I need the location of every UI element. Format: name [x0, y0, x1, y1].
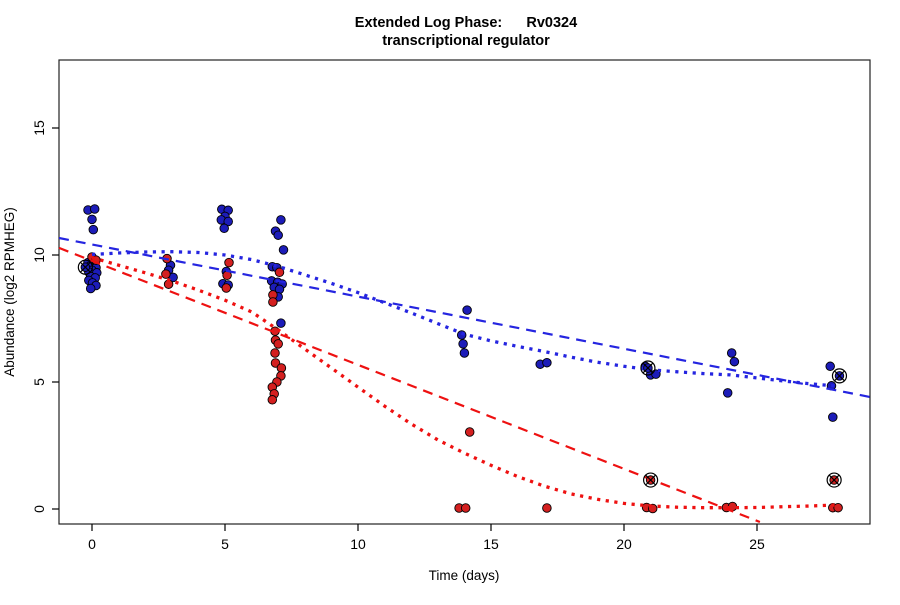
data-point-blue — [729, 356, 740, 367]
plot-box — [58, 59, 871, 525]
data-point-blue — [278, 245, 289, 255]
y-tick-label: 0 — [31, 505, 47, 513]
trend-red-dashed — [58, 246, 761, 524]
circled-x-marker-red-ring — [826, 472, 842, 488]
data-point-blue — [462, 305, 472, 315]
trend-red-dotted — [91, 255, 837, 510]
circled-x-marker-blue-x — [642, 362, 654, 374]
data-point-blue — [722, 388, 733, 398]
x-tick-label: 15 — [483, 536, 499, 552]
chart-title-line1: Extended Log Phase: Rv0324 — [355, 15, 577, 31]
x-tick-label: 10 — [350, 536, 366, 552]
data-point-blue — [89, 204, 100, 214]
data-point-red — [273, 339, 283, 349]
data-point-blue — [276, 215, 286, 225]
data-point-blue — [219, 223, 229, 234]
data-point-red — [833, 502, 843, 513]
data-point-blue — [828, 412, 838, 422]
data-point-red — [161, 269, 171, 279]
trend-blue-dotted — [91, 250, 837, 388]
y-tick-label: 10 — [31, 247, 47, 263]
data-point-blue — [87, 214, 97, 225]
circled-x-marker-blue-x — [79, 261, 91, 273]
x-tick-label: 25 — [749, 536, 765, 552]
data-point-red — [464, 427, 475, 437]
circled-x-marker-blue-ring — [831, 368, 848, 384]
x-tick-label: 5 — [221, 536, 229, 552]
circled-x-marker-blue-x — [834, 370, 845, 382]
x-tick-label: 0 — [88, 536, 96, 552]
circled-x-marker-blue-ring — [77, 259, 93, 275]
data-point-red — [460, 503, 471, 513]
data-point-blue — [825, 361, 835, 372]
data-point-blue — [542, 357, 552, 368]
data-point-red — [268, 297, 278, 307]
data-point-red — [270, 348, 280, 358]
data-point-red — [276, 363, 287, 373]
data-point-red — [221, 283, 232, 293]
data-point-red — [224, 257, 234, 268]
y-axis-label: Abundance (log2 RPMHEG) — [2, 207, 17, 377]
y-tick-label: 5 — [31, 378, 47, 386]
data-point-red — [267, 395, 278, 405]
circled-x-marker-blue-ring — [640, 360, 656, 376]
circled-x-marker-red-x — [645, 474, 656, 486]
x-tick-label: 20 — [616, 536, 632, 552]
data-point-blue — [726, 348, 737, 358]
data-point-blue — [273, 230, 283, 240]
data-point-red — [274, 267, 285, 278]
y-tick-label: 15 — [31, 120, 47, 136]
data-point-red — [542, 503, 552, 513]
circled-x-marker-red-ring — [642, 472, 659, 488]
x-axis-label: Time (days) — [429, 568, 500, 583]
circled-x-marker-red-x — [828, 474, 840, 486]
data-point-blue — [459, 348, 470, 358]
data-point-blue — [458, 339, 468, 349]
plot-area: 0 5 10 15 20 25 0 5 10 15 — [31, 59, 871, 552]
trend-blue-dashed — [58, 236, 871, 399]
data-point-blue — [88, 224, 99, 235]
data-point-blue — [85, 283, 96, 294]
data-point-blue — [456, 330, 467, 340]
data-point-blue — [276, 318, 286, 328]
chart-title-line2: transcriptional regulator — [382, 33, 550, 49]
